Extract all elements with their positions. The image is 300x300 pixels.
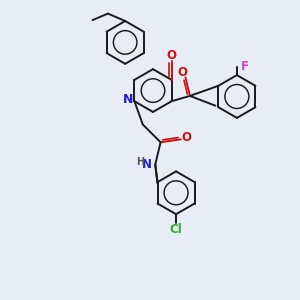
Text: Cl: Cl: [170, 223, 182, 236]
Text: N: N: [142, 158, 152, 171]
Text: H: H: [136, 157, 144, 166]
Text: N: N: [123, 93, 133, 106]
Text: O: O: [167, 49, 176, 62]
Text: F: F: [241, 60, 249, 73]
Text: O: O: [181, 131, 191, 144]
Text: O: O: [178, 66, 188, 79]
